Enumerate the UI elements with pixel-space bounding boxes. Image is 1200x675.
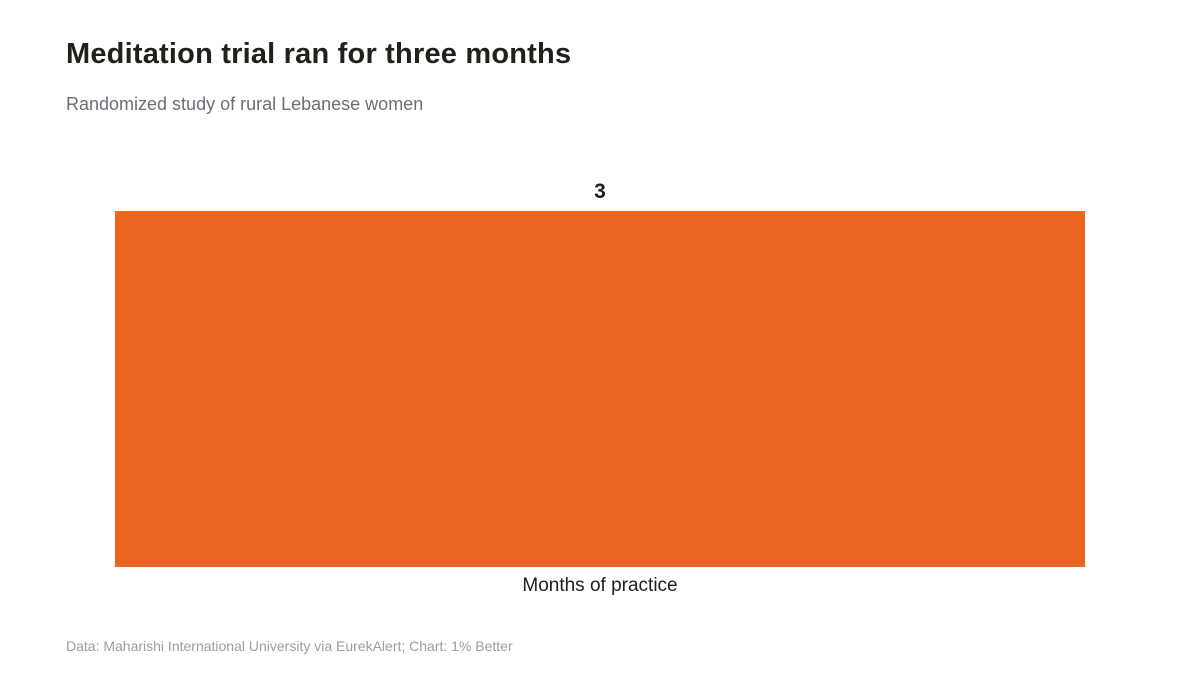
chart-subtitle: Randomized study of rural Lebanese women xyxy=(66,94,424,114)
source-note: Data: Maharishi International University… xyxy=(66,638,513,654)
bar-value-label: 3 xyxy=(594,180,606,203)
category-label: Months of practice xyxy=(522,575,677,596)
chart-title: Meditation trial ran for three months xyxy=(66,38,572,70)
bar xyxy=(115,211,1085,567)
